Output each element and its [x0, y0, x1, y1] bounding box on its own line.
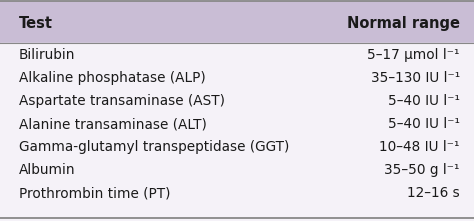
- Text: 5–40 IU l⁻¹: 5–40 IU l⁻¹: [388, 94, 460, 108]
- Text: 35–50 g l⁻¹: 35–50 g l⁻¹: [384, 163, 460, 177]
- Text: 5–40 IU l⁻¹: 5–40 IU l⁻¹: [388, 117, 460, 131]
- Bar: [0, 1, 474, 43]
- Text: 5–17 μmol l⁻¹: 5–17 μmol l⁻¹: [367, 48, 460, 62]
- Text: 35–130 IU l⁻¹: 35–130 IU l⁻¹: [371, 71, 460, 85]
- Text: Alkaline phosphatase (ALP): Alkaline phosphatase (ALP): [19, 71, 206, 85]
- Text: Test: Test: [19, 16, 53, 31]
- Text: Aspartate transaminase (AST): Aspartate transaminase (AST): [19, 94, 225, 108]
- Text: Alanine transaminase (ALT): Alanine transaminase (ALT): [19, 117, 207, 131]
- Text: Prothrombin time (PT): Prothrombin time (PT): [19, 186, 171, 200]
- Bar: [0, 43, 474, 218]
- Text: Gamma-glutamyl transpeptidase (GGT): Gamma-glutamyl transpeptidase (GGT): [19, 140, 289, 154]
- Text: Normal range: Normal range: [347, 16, 460, 31]
- Text: 10–48 IU l⁻¹: 10–48 IU l⁻¹: [379, 140, 460, 154]
- Text: Albumin: Albumin: [19, 163, 75, 177]
- Text: Bilirubin: Bilirubin: [19, 48, 75, 62]
- Text: 12–16 s: 12–16 s: [407, 186, 460, 200]
